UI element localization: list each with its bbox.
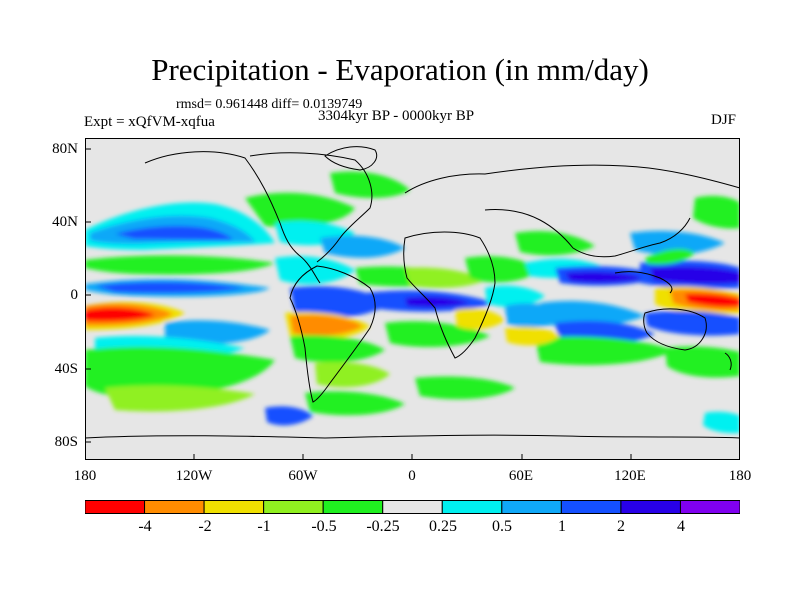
lat-label-0: 0 [70,287,79,303]
africa-coast [403,231,496,359]
colorbar [85,500,740,514]
colorbar-box-11 [679,500,740,514]
colorbar-label-5: -0.25 [366,518,400,535]
axis-ticks [85,148,632,460]
greenland-coast [324,146,378,171]
eurasia-south-coast [484,209,691,258]
colorbar-box-8 [501,500,562,514]
colorbar-box-5 [322,500,384,514]
colorbar-label-1: -4 [138,518,152,535]
colorbar-boxes [85,500,740,514]
colorbar-label-10: 4 [677,518,685,535]
lon-label-60e: 60E [508,468,534,484]
coastlines [85,146,740,439]
precip-evap-map [85,138,740,460]
colorbar-label-2: -2 [198,518,212,535]
colorbar-box-10 [620,500,681,514]
lon-label-180e: 180 [728,468,752,484]
eurasia-north-coast [404,164,740,194]
antarctica-coast [85,434,740,439]
lat-label-80n: 80N [52,141,78,157]
colorbar-label-8: 1 [558,518,566,535]
colorbar-label-6: 0.25 [429,518,457,535]
period-label: 3304kyr BP - 0000kyr BP [318,108,475,124]
colorbar-box-2 [144,500,205,514]
colorbar-label-9: 2 [617,518,625,535]
north-america-coast [144,151,321,284]
colorbar-box-1 [85,500,146,514]
north-america-east-coast [249,152,373,263]
colorbar-box-3 [203,500,265,514]
map-title: Precipitation - Evaporation (in mm/day) [151,52,649,87]
lon-label-180w: 180 [73,468,97,484]
south-america-coast [289,265,376,403]
colorbar-label-7: 0.5 [492,518,512,535]
field-patches [85,171,740,434]
lon-label-120w: 120W [175,468,213,484]
new-zealand-coast [724,352,732,371]
colorbar-box-7 [441,500,503,514]
season-label: DJF [711,112,737,128]
lat-label-40s: 40S [54,361,78,377]
colorbar-box-9 [560,500,622,514]
lat-label-80s: 80S [54,434,78,450]
lon-label-120e: 120E [614,468,646,484]
experiment-label: Expt = xQfVM-xqfua [84,114,215,130]
stats-label: rmsd= 0.961448 diff= 0.0139749 [176,97,363,112]
lon-label-60w: 60W [288,468,318,484]
australia-coast [643,308,707,351]
lon-label-0: 0 [408,468,416,484]
colorbar-box-6 [382,500,443,514]
colorbar-label-4: -0.5 [311,518,337,535]
lat-label-40n: 40N [52,214,78,230]
maritime-continent-coast [614,271,673,294]
colorbar-box-4 [263,500,324,514]
colorbar-label-3: -1 [257,518,271,535]
